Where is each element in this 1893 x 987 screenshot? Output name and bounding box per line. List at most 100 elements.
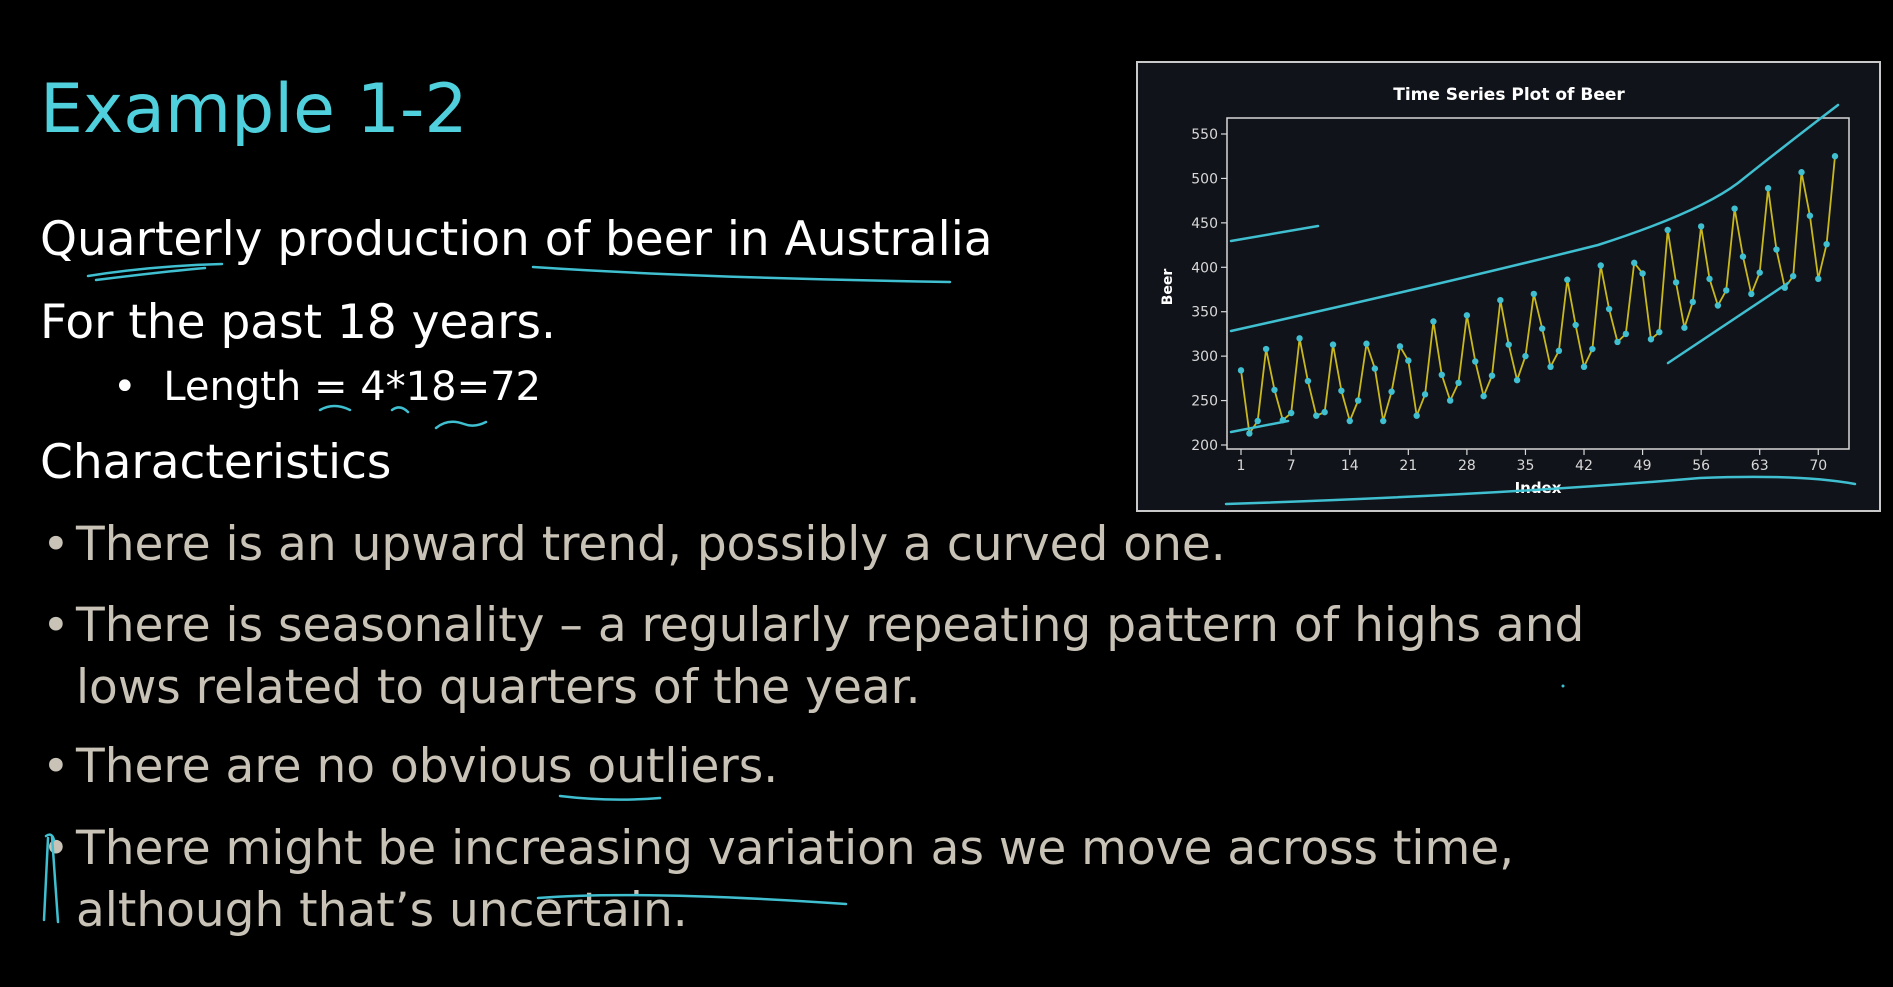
x-tick-label: 56 xyxy=(1692,458,1710,474)
data-point xyxy=(1421,391,1429,398)
y-tick-label: 300 xyxy=(1191,349,1218,365)
data-point xyxy=(1597,262,1604,269)
data-point xyxy=(1689,298,1696,306)
data-point xyxy=(1831,153,1839,160)
data-point xyxy=(1488,372,1496,379)
data-point xyxy=(1254,417,1261,425)
y-tick-label: 550 xyxy=(1191,127,1218,143)
bullet-marker: • xyxy=(42,598,70,653)
data-point xyxy=(1380,417,1387,425)
data-point xyxy=(1723,287,1730,294)
data-point xyxy=(1271,386,1278,394)
x-axis-label: Index xyxy=(1515,479,1562,497)
data-point xyxy=(1354,397,1362,404)
data-point xyxy=(1363,340,1370,347)
length-text: Length = 4*18=72 xyxy=(163,364,541,410)
data-point xyxy=(1697,223,1705,230)
data-point xyxy=(1304,377,1312,385)
bullet-marker: • xyxy=(42,739,70,794)
y-tick-label: 250 xyxy=(1191,394,1218,410)
data-point xyxy=(1664,226,1671,234)
data-point xyxy=(1714,302,1722,309)
data-point xyxy=(1614,338,1621,346)
data-point xyxy=(1589,345,1596,353)
axes-group: 200 250 300 350 400 450 500 550 1 7 14 21 28 35 42 49 56… xyxy=(1191,127,1827,474)
description-line-1: Quarterly production of beer in Australi… xyxy=(40,212,993,267)
data-point xyxy=(1823,240,1830,248)
y-tick-label: 400 xyxy=(1191,260,1218,276)
data-point xyxy=(1246,430,1253,437)
data-point xyxy=(1731,205,1738,212)
data-point xyxy=(1346,417,1353,425)
x-tick-label: 7 xyxy=(1287,458,1296,474)
x-tick-label: 1 xyxy=(1237,458,1246,474)
y-tick-label: 200 xyxy=(1191,438,1218,454)
bullet-text: There is seasonality – a regularly repea… xyxy=(76,598,1585,715)
x-tick-label: 63 xyxy=(1751,458,1769,474)
data-point xyxy=(1296,335,1303,342)
data-point xyxy=(1313,412,1320,419)
data-point xyxy=(1815,275,1822,283)
data-point xyxy=(1463,312,1471,319)
data-point xyxy=(1547,363,1554,371)
data-point xyxy=(1538,325,1546,332)
y-tick-label: 350 xyxy=(1191,305,1218,321)
x-tick-label: 49 xyxy=(1634,458,1652,474)
data-point xyxy=(1287,409,1295,417)
data-point xyxy=(1764,185,1772,192)
chart-title: Time Series Plot of Beer xyxy=(1393,85,1625,105)
data-point xyxy=(1438,371,1445,379)
data-point xyxy=(1789,272,1797,280)
data-point xyxy=(1748,290,1755,298)
x-tick-label: 70 xyxy=(1809,458,1827,474)
characteristics-heading: Characteristics xyxy=(40,435,392,490)
data-point xyxy=(1639,270,1646,277)
data-point xyxy=(1756,269,1763,276)
data-point xyxy=(1329,341,1337,348)
bullet-item-3: • There are no obvious outliers. xyxy=(42,736,1636,798)
data-point xyxy=(1455,379,1462,386)
x-tick-label: 14 xyxy=(1341,458,1359,474)
data-point xyxy=(1497,296,1504,304)
data-point xyxy=(1622,330,1630,338)
description-line-2: For the past 18 years. xyxy=(40,295,556,350)
data-point xyxy=(1505,341,1512,348)
data-point xyxy=(1798,169,1805,176)
data-point xyxy=(1522,352,1529,360)
marks-group xyxy=(1237,153,1839,437)
underline-beer-australia xyxy=(531,265,952,284)
y-tick-label: 450 xyxy=(1191,216,1218,232)
x-tick-label: 35 xyxy=(1517,458,1535,474)
data-point xyxy=(1338,387,1345,394)
data-point xyxy=(1480,392,1487,400)
slide-title: Example 1-2 xyxy=(40,70,468,149)
data-point xyxy=(1430,318,1437,325)
data-point xyxy=(1371,365,1379,372)
data-point xyxy=(1605,305,1613,313)
time-series-chart: Time Series Plot of Beer Beer Index 200 2… xyxy=(1136,61,1881,512)
data-point xyxy=(1781,284,1789,291)
y-tick-label: 500 xyxy=(1191,171,1218,187)
y-axis-label: Beer xyxy=(1160,269,1176,306)
x-tick-label: 42 xyxy=(1575,458,1593,474)
data-point xyxy=(1262,345,1270,353)
data-point xyxy=(1388,388,1395,395)
data-point xyxy=(1656,328,1663,336)
bullet-marker: • xyxy=(42,821,70,876)
data-point xyxy=(1472,358,1479,365)
chart-svg: Time Series Plot of Beer Beer Index 200 2… xyxy=(1160,85,1850,497)
bullet-item-2: • There is seasonality – a regularly rep… xyxy=(42,595,1676,719)
data-point xyxy=(1647,336,1655,343)
data-point xyxy=(1672,279,1680,286)
data-point xyxy=(1706,275,1713,283)
data-point xyxy=(1564,276,1571,283)
data-point xyxy=(1530,290,1538,298)
data-point xyxy=(1405,357,1412,364)
sub-bullet-marker: • xyxy=(113,364,137,410)
data-point xyxy=(1739,253,1747,260)
series-line xyxy=(1240,156,1836,436)
underline-quarterly-2 xyxy=(94,266,207,282)
bullet-text: There are no obvious outliers. xyxy=(76,739,779,794)
data-point xyxy=(1572,321,1579,329)
data-point xyxy=(1555,347,1563,355)
